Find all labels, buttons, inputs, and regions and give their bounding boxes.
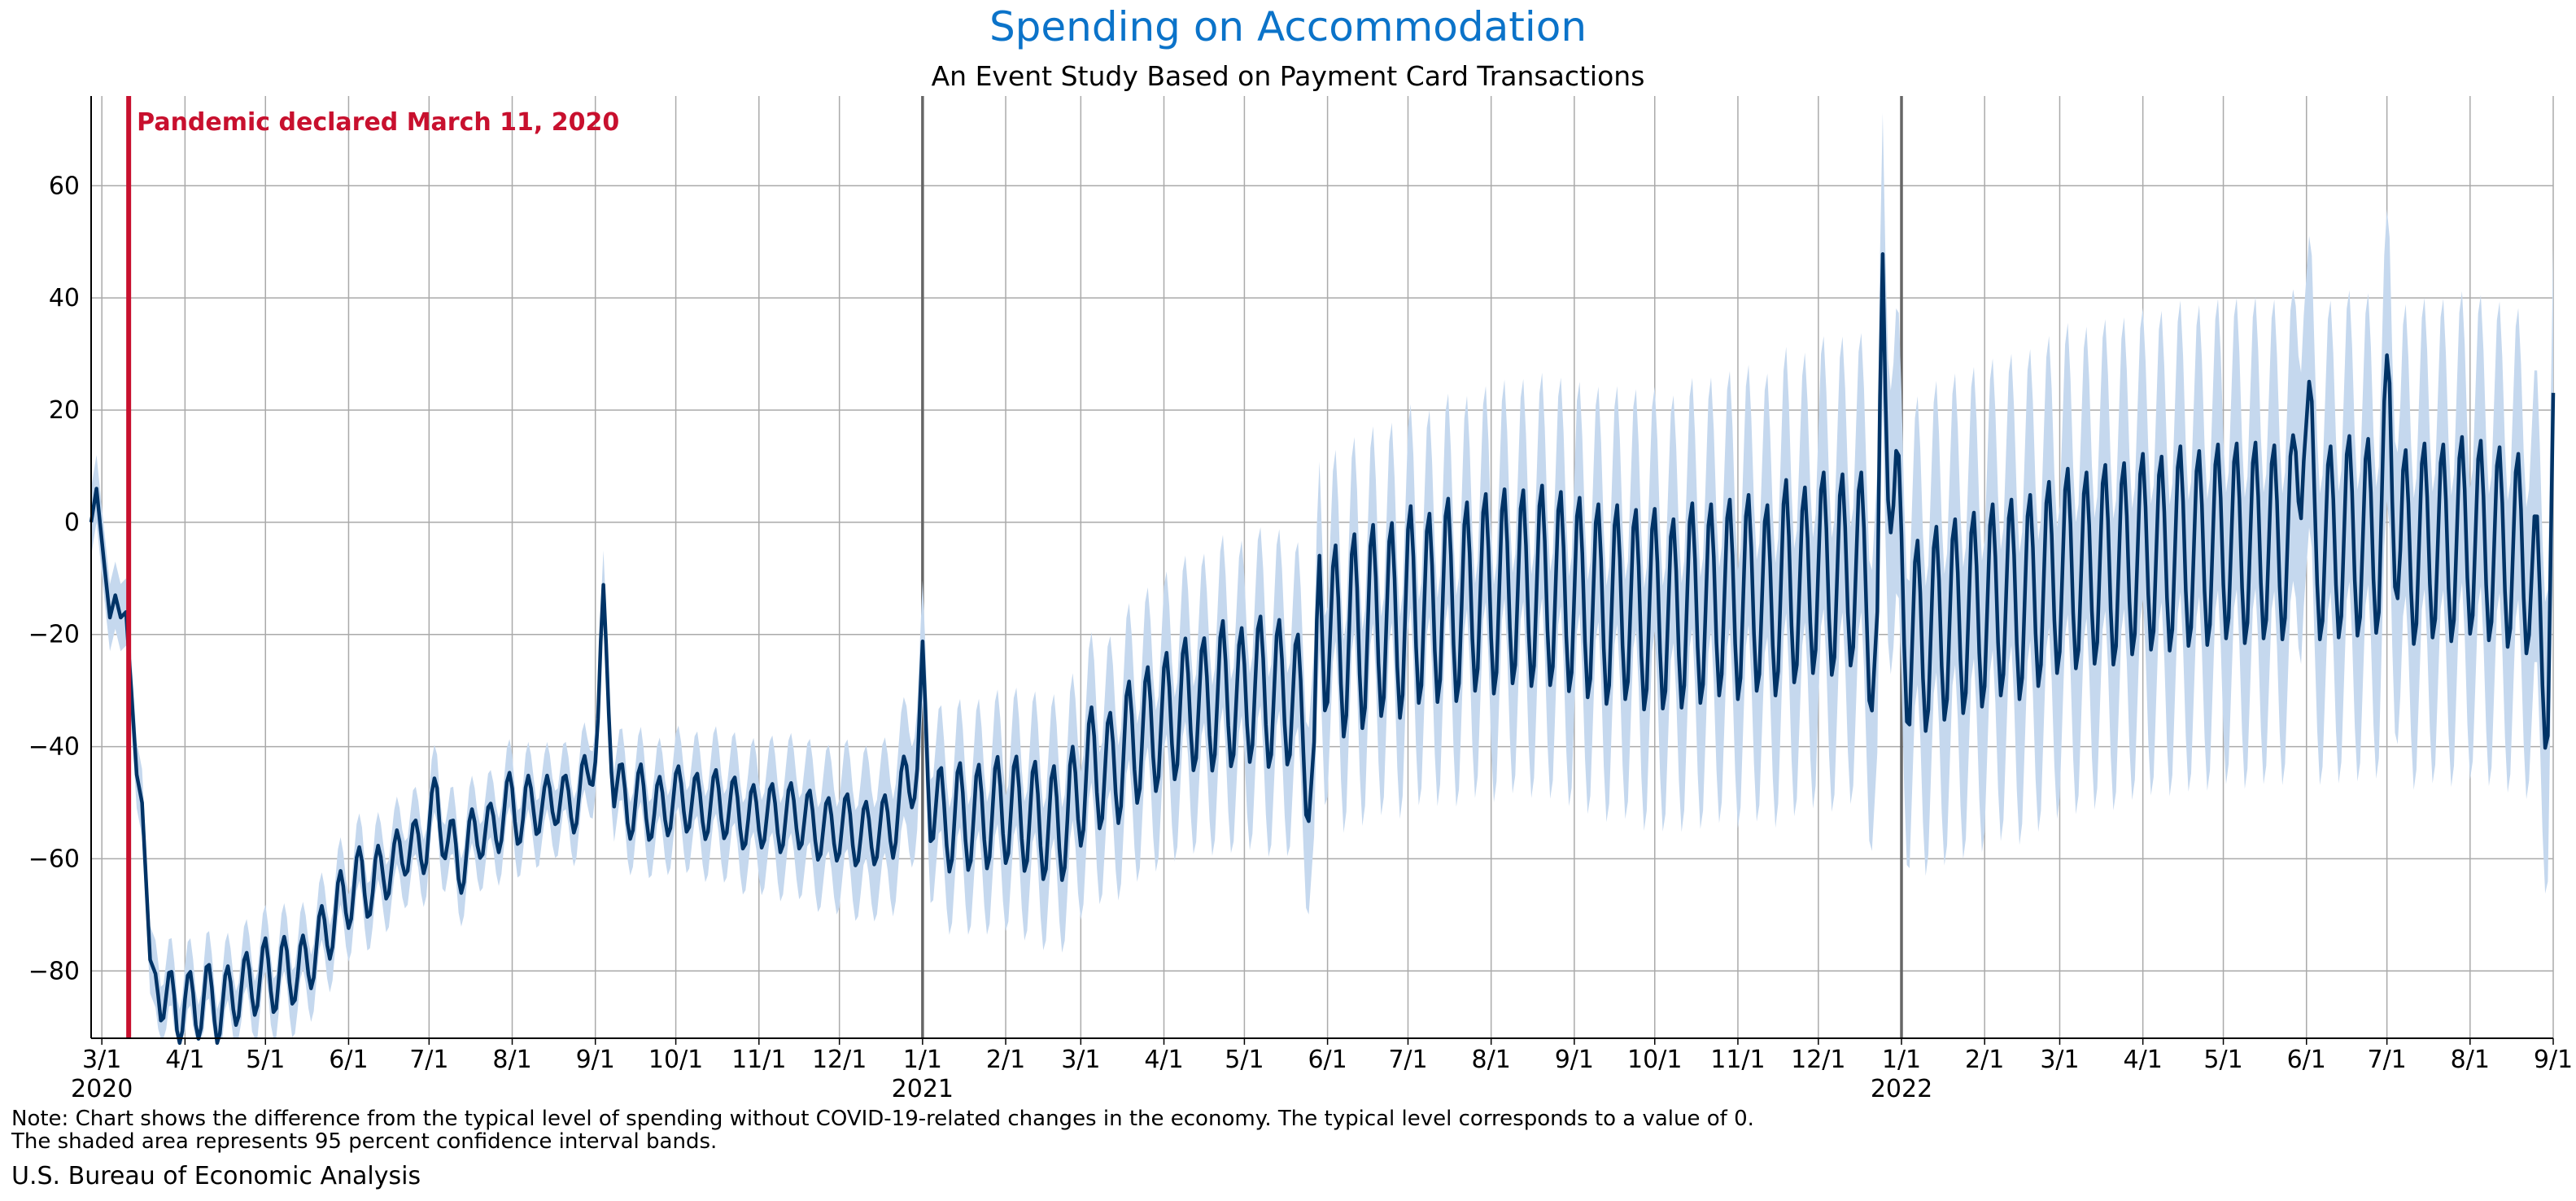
x-tick-label: 9/1 bbox=[1555, 1046, 1594, 1074]
x-tick-label: 6/1 bbox=[1308, 1046, 1347, 1074]
x-tick-label: 3/1 bbox=[82, 1046, 121, 1074]
x-tick-label: 10/1 bbox=[1627, 1046, 1682, 1074]
grid-layer bbox=[91, 96, 2554, 1038]
y-tick-label: 0 bbox=[64, 509, 80, 537]
x-tick-label: 4/1 bbox=[1144, 1046, 1183, 1074]
x-tick-label: 8/1 bbox=[2451, 1046, 2490, 1074]
x-tick-label: 7/1 bbox=[2367, 1046, 2406, 1074]
x-tick-label: 1/1 bbox=[903, 1046, 942, 1074]
x-year-label: 2021 bbox=[892, 1075, 954, 1103]
x-tick-label: 3/1 bbox=[1061, 1046, 1100, 1074]
source-attribution: U.S. Bureau of Economic Analysis bbox=[11, 1162, 421, 1190]
event-marker-layer: Pandemic declared March 11, 2020 bbox=[126, 96, 619, 1038]
y-tick-label: −60 bbox=[28, 845, 80, 873]
x-tick-label: 12/1 bbox=[1791, 1046, 1845, 1074]
x-tick-label: 10/1 bbox=[648, 1046, 703, 1074]
y-tick-label: 20 bbox=[49, 396, 80, 425]
x-tick-label: 1/1 bbox=[1882, 1046, 1921, 1074]
series-line bbox=[89, 252, 2556, 1046]
y-tick-label: −40 bbox=[28, 733, 80, 762]
chart-note-line-1: Note: Chart shows the difference from th… bbox=[11, 1107, 1754, 1131]
chart-note-line-2: The shaded area represents 95 percent co… bbox=[11, 1129, 718, 1154]
confidence-band bbox=[91, 112, 2553, 1039]
chart-title: Spending on Accommodation bbox=[989, 3, 1587, 50]
x-tick-label: 9/1 bbox=[576, 1046, 615, 1074]
y-tick-label: −20 bbox=[28, 621, 80, 649]
x-year-label: 2020 bbox=[71, 1075, 133, 1103]
x-tick-label: 6/1 bbox=[2287, 1046, 2326, 1074]
y-tick-label: −80 bbox=[28, 957, 80, 985]
x-year-label: 2022 bbox=[1871, 1075, 1932, 1103]
pandemic-event-label: Pandemic declared March 11, 2020 bbox=[137, 108, 619, 137]
x-tick-label: 6/1 bbox=[329, 1046, 368, 1074]
x-tick-label: 8/1 bbox=[492, 1046, 531, 1074]
x-tick-label: 12/1 bbox=[812, 1046, 867, 1074]
x-tick-label: 4/1 bbox=[2124, 1046, 2163, 1074]
x-tick-label: 4/1 bbox=[165, 1046, 204, 1074]
x-tick-label: 5/1 bbox=[246, 1046, 285, 1074]
x-tick-label: 8/1 bbox=[1472, 1046, 1511, 1074]
y-tick-label: 60 bbox=[49, 172, 80, 200]
x-tick-label: 2/1 bbox=[1965, 1046, 2004, 1074]
x-tick-label: 5/1 bbox=[2203, 1046, 2242, 1074]
x-tick-label: 5/1 bbox=[1225, 1046, 1264, 1074]
series-line-layer bbox=[89, 252, 2556, 1046]
x-tick-label: 7/1 bbox=[409, 1046, 448, 1074]
x-tick-label: 3/1 bbox=[2040, 1046, 2079, 1074]
x-tick-label: 9/1 bbox=[2534, 1046, 2573, 1074]
accommodation-spending-chart: Pandemic declared March 11, 2020 −80 −60 −… bbox=[28, 96, 2573, 1103]
x-tick-label: 7/1 bbox=[1388, 1046, 1427, 1074]
x-tick-label: 11/1 bbox=[731, 1046, 786, 1074]
y-tick-label: 40 bbox=[49, 284, 80, 312]
x-tick-label: 11/1 bbox=[1710, 1046, 1765, 1074]
x-tick-label: 2/1 bbox=[986, 1046, 1025, 1074]
confidence-band-layer bbox=[91, 112, 2553, 1039]
chart-subtitle: An Event Study Based on Payment Card Tra… bbox=[931, 60, 1645, 92]
